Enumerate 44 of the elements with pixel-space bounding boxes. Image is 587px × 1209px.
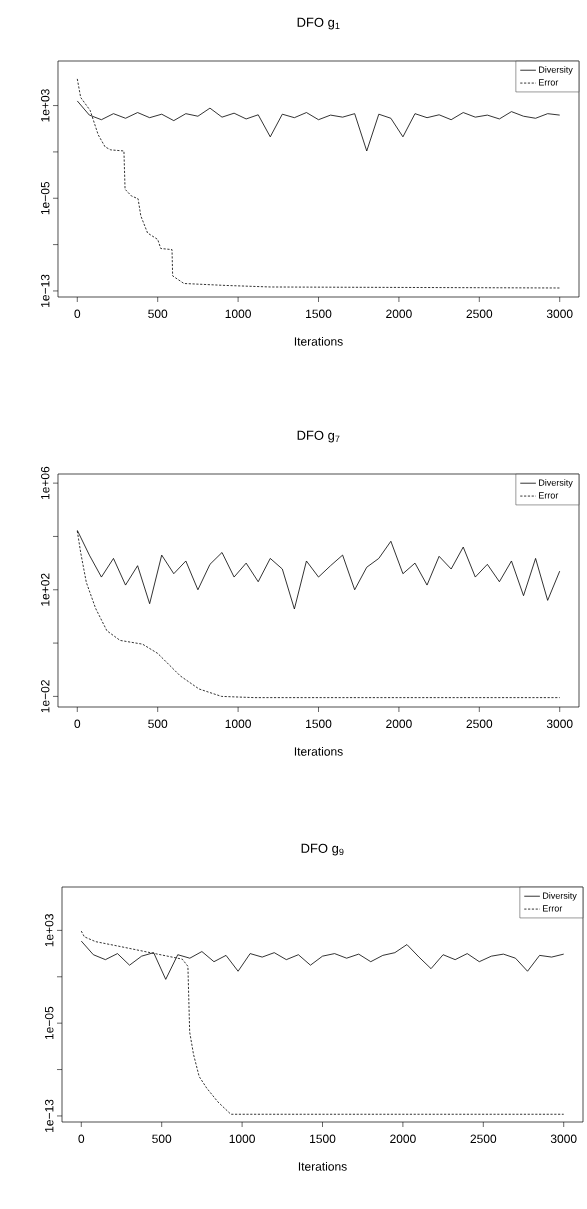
y-tick-label: 1e+03 bbox=[44, 914, 54, 947]
x-tick-label: 0 bbox=[74, 309, 81, 319]
legend-label: Error bbox=[539, 492, 559, 499]
x-tick-label: 2000 bbox=[386, 719, 412, 729]
x-tick-label: 3000 bbox=[550, 1134, 577, 1144]
y-tick-label: 1e+06 bbox=[40, 466, 50, 500]
x-tick-label: 2500 bbox=[470, 1134, 497, 1144]
y-tick-label: 1e−05 bbox=[40, 181, 50, 215]
x-tick-label: 500 bbox=[148, 309, 168, 319]
y-tick-label: 1e−13 bbox=[44, 1099, 54, 1132]
x-tick-label: 500 bbox=[152, 1134, 172, 1144]
x-tick-label: 2000 bbox=[386, 309, 412, 319]
y-tick-label: 1e+03 bbox=[40, 89, 50, 122]
x-tick-label: 1000 bbox=[225, 719, 251, 729]
line-series bbox=[76, 78, 561, 289]
x-tick-label: 1000 bbox=[229, 1134, 255, 1144]
y-tick-label: 1e−02 bbox=[40, 680, 50, 713]
legend-label: Error bbox=[539, 79, 559, 86]
chart-title: DFO g$_{7}$ bbox=[297, 430, 340, 443]
x-tick-label: 3000 bbox=[546, 719, 573, 729]
legend-label: Error bbox=[543, 905, 563, 912]
chart-title: DFO g$_{9}$ bbox=[301, 843, 344, 856]
legend-label: Diversity bbox=[543, 892, 577, 901]
x-axis-title: Iterations bbox=[298, 1161, 347, 1171]
legend-label: Diversity bbox=[539, 479, 573, 488]
legend-label: Diversity bbox=[539, 66, 573, 75]
y-tick-label: 1e−13 bbox=[40, 274, 50, 307]
x-tick-label: 2500 bbox=[466, 309, 493, 319]
x-axis-title: Iterations bbox=[294, 336, 343, 346]
x-tick-label: 1500 bbox=[306, 309, 332, 319]
x-tick-label: 3000 bbox=[546, 309, 573, 319]
x-tick-label: 1500 bbox=[306, 719, 332, 729]
x-tick-label: 1500 bbox=[310, 1134, 336, 1144]
x-tick-label: 0 bbox=[74, 719, 81, 729]
y-tick-label: 1e−05 bbox=[44, 1006, 54, 1040]
x-tick-label: 2000 bbox=[390, 1134, 416, 1144]
x-tick-label: 500 bbox=[148, 719, 168, 729]
x-tick-label: 0 bbox=[78, 1134, 85, 1144]
y-tick-label: 1e+02 bbox=[40, 573, 50, 606]
x-tick-label: 2500 bbox=[466, 719, 493, 729]
x-axis-title: Iterations bbox=[294, 746, 343, 756]
chart-title: DFO g$_{1}$ bbox=[297, 17, 340, 30]
x-tick-label: 1000 bbox=[225, 309, 251, 319]
line-series bbox=[80, 930, 565, 1115]
